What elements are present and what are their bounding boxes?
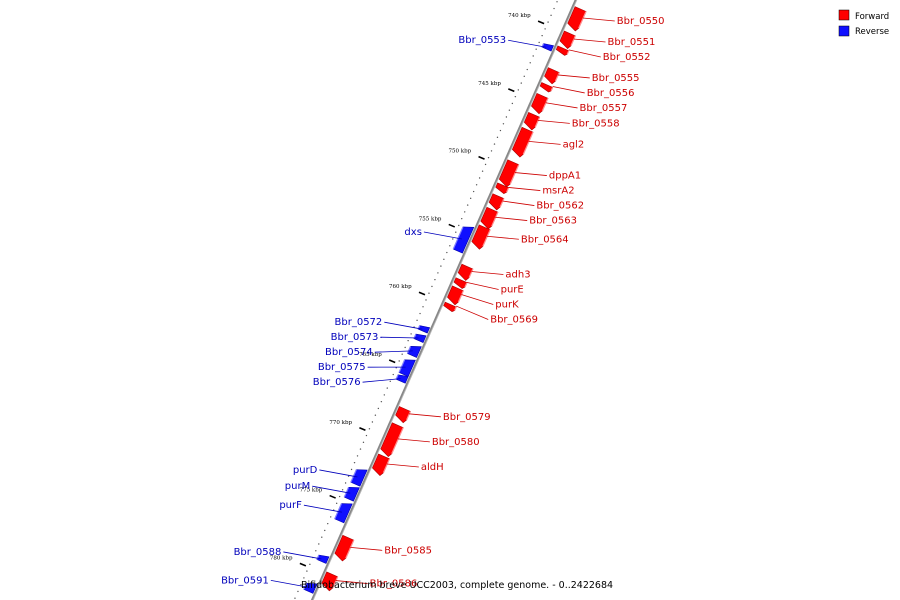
gene-bbr_0550[interactable]	[567, 6, 587, 32]
gene-bbr_0552[interactable]	[555, 45, 570, 56]
gene-msra2[interactable]	[495, 182, 510, 195]
gene-label-bbr_0585[interactable]: Bbr_0585	[384, 545, 432, 556]
gene-bbr_0569[interactable]	[443, 301, 457, 312]
genome-caption: Bifidobacterium breve UCC2003, complete …	[301, 580, 613, 591]
kbp-tick-label: 780 kbp	[270, 555, 293, 561]
gene-agl2[interactable]	[511, 126, 534, 158]
genes-layer	[303, 6, 587, 594]
gene-bbr_0586[interactable]	[321, 571, 339, 592]
gene-label-dppa1[interactable]: dppA1	[549, 171, 581, 182]
gene-aldh[interactable]	[372, 453, 391, 477]
genome-backbone	[310, 0, 578, 600]
gene-label-bbr_0579[interactable]: Bbr_0579	[443, 412, 491, 423]
genome-map-layer: 740 kbp 745 kbp 750 kbp 755 kbp 760 kbp 765 k…	[221, 0, 665, 600]
kbp-tick-label: 750 kbp	[449, 149, 472, 155]
gene-bbr_0588[interactable]	[316, 554, 330, 564]
gene-purd[interactable]	[350, 469, 368, 487]
gene-adh3[interactable]	[457, 263, 474, 281]
gene-label-bbr_0550[interactable]: Bbr_0550	[617, 16, 665, 27]
gene-label-aldh[interactable]: aldH	[421, 462, 444, 473]
gene-bbr_0579[interactable]	[395, 406, 411, 424]
kbp-tick-label: 760 kbp	[389, 284, 412, 290]
gene-bbr_0562[interactable]	[488, 193, 505, 211]
kbp-tick-mark	[537, 20, 545, 25]
gene-label-bbr_0572[interactable]: Bbr_0572	[335, 317, 383, 328]
gene-label-bbr_0558[interactable]: Bbr_0558	[572, 118, 620, 129]
gene-bbr_0563[interactable]	[480, 206, 499, 230]
minor-tick-dots	[294, 1, 558, 599]
gene-bbr_0573[interactable]	[413, 333, 427, 343]
gene-label-bbr_0555[interactable]: Bbr_0555	[592, 73, 640, 84]
kbp-tick-mark	[359, 427, 366, 432]
gene-label-bbr_0574[interactable]: Bbr_0574	[325, 347, 373, 358]
gene-bbr_0557[interactable]	[531, 93, 549, 115]
kbp-tick-label: 755 kbp	[419, 216, 442, 222]
reverse-legend-label: Reverse	[855, 27, 889, 37]
gene-bbr_0556[interactable]	[539, 82, 554, 93]
gene-bbr_0564[interactable]	[471, 224, 491, 250]
gene-label-bbr_0588[interactable]: Bbr_0588	[234, 547, 282, 558]
gene-label-bbr_0557[interactable]: Bbr_0557	[580, 103, 628, 114]
gene-label-bbr_0575[interactable]: Bbr_0575	[318, 362, 366, 373]
gene-label-purm[interactable]: purM	[285, 481, 310, 492]
gene-bbr_0580[interactable]	[380, 422, 404, 458]
gene-label-bbr_0569[interactable]: Bbr_0569	[490, 315, 538, 326]
forward-legend-label: Forward	[855, 12, 889, 22]
gene-bbr_0553[interactable]	[541, 43, 554, 52]
backbone-layer	[310, 0, 578, 600]
gene-label-dxs[interactable]: dxs	[404, 227, 421, 238]
kbp-tick-mark	[448, 223, 456, 228]
gene-label-purk[interactable]: purK	[495, 300, 519, 311]
gene-bbr_0574[interactable]	[406, 345, 422, 358]
gene-label-purd[interactable]: purD	[293, 465, 318, 476]
gene-purk[interactable]	[447, 285, 464, 306]
gene-bbr_0585[interactable]	[334, 534, 355, 562]
gene-label-bbr_0573[interactable]: Bbr_0573	[331, 332, 379, 343]
gene-label-bbr_0586[interactable]: Bbr_0586	[370, 579, 418, 590]
kbp-tick-mark	[418, 291, 426, 296]
gene-label-bbr_0580[interactable]: Bbr_0580	[432, 437, 480, 448]
reverse-legend-swatch	[838, 25, 850, 37]
kbp-ticks: 740 kbp 745 kbp 750 kbp 755 kbp 760 kbp 765 k…	[270, 13, 545, 567]
gene-label-bbr_0591[interactable]: Bbr_0591	[221, 575, 269, 586]
kbp-tick-mark	[388, 359, 396, 364]
gene-label-purf[interactable]: purF	[279, 500, 302, 511]
gene-label-agl2[interactable]: agl2	[563, 139, 585, 150]
gene-bbr_0591[interactable]	[303, 582, 318, 594]
kbp-tick-label: 745 kbp	[478, 81, 501, 87]
gene-dppa1[interactable]	[498, 159, 520, 188]
gene-label-bbr_0576[interactable]: Bbr_0576	[313, 377, 361, 388]
gene-bbr_0572[interactable]	[417, 325, 431, 334]
kbp-tick-mark	[508, 88, 515, 93]
kbp-tick-mark	[478, 155, 485, 160]
gene-label-adh3[interactable]: adh3	[505, 270, 530, 281]
kbp-tick-mark	[299, 562, 307, 567]
gene-pure[interactable]	[453, 277, 468, 289]
forward-legend-swatch	[838, 9, 850, 21]
kbp-tick-label: 765 kbp	[359, 352, 382, 358]
gene-label-bbr_0562[interactable]: Bbr_0562	[536, 201, 584, 212]
gene-bbr_0555[interactable]	[544, 67, 560, 85]
kbp-tick-mark	[329, 494, 336, 499]
gene-label-bbr_0556[interactable]: Bbr_0556	[587, 88, 635, 99]
gene-label-bbr_0552[interactable]: Bbr_0552	[603, 52, 651, 63]
kbp-tick-label: 740 kbp	[508, 13, 531, 19]
gene-bbr_0558[interactable]	[523, 111, 541, 131]
gene-label-pure[interactable]: purE	[501, 285, 524, 296]
gene-label-bbr_0551[interactable]: Bbr_0551	[608, 37, 656, 48]
gene-label-msra2[interactable]: msrA2	[542, 186, 574, 197]
gene-bbr_0575[interactable]	[398, 359, 416, 377]
legend: Forward Reverse	[838, 9, 889, 37]
gene-label-bbr_0553[interactable]: Bbr_0553	[458, 35, 506, 46]
gene-bbr_0551[interactable]	[559, 30, 576, 50]
kbp-tick-label: 770 kbp	[329, 420, 352, 426]
gene-label-bbr_0564[interactable]: Bbr_0564	[521, 234, 569, 245]
kbp-tick-label: 775 kbp	[300, 488, 323, 494]
gene-labels: Bbr_0550 Bbr_0551 Bbr_0552 Bbr_0555 Bbr_0556…	[221, 16, 664, 590]
gene-label-bbr_0563[interactable]: Bbr_0563	[529, 216, 577, 227]
